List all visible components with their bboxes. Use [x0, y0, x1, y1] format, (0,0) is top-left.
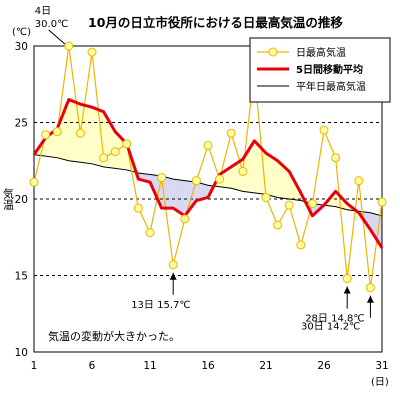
daily-max-point [110, 147, 120, 157]
annotation-arrowhead [343, 286, 351, 294]
annotation-label: 28日 14.8℃ [305, 314, 364, 325]
note-text: 気温の変動が大きかった。 [48, 329, 180, 343]
fill-below-normal [173, 179, 185, 216]
fill-below-normal [196, 182, 208, 201]
daily-max-point [64, 41, 74, 51]
legend-label: 日最高気温 [296, 46, 346, 59]
marker-layer [29, 41, 387, 293]
daily-max-point [215, 174, 225, 184]
fill-above-normal [266, 153, 278, 198]
daily-max-point [203, 140, 213, 150]
daily-max-point [75, 128, 85, 138]
x-tick-label: 31 [375, 360, 388, 372]
fill-above-normal [57, 99, 69, 161]
daily-max-point [145, 228, 155, 238]
daily-max-point [168, 260, 178, 270]
annotation-leader [48, 29, 66, 45]
chart-title: 10月の日立市役所における日最高気温の推移 [88, 15, 343, 30]
daily-max-point [99, 153, 109, 163]
daily-max-point [377, 197, 387, 207]
fill-above-normal [231, 159, 243, 192]
daily-max-point [365, 283, 375, 293]
daily-max-point [122, 139, 132, 149]
daily-max-point [41, 130, 51, 140]
y-unit-label: (℃) [12, 27, 31, 38]
daily-max-point [180, 214, 190, 224]
annotation-label: 30日 14.2℃ [301, 322, 360, 333]
daily-max-point [319, 125, 329, 135]
fill-above-normal [219, 166, 232, 189]
anomaly-fill-layer [34, 99, 382, 248]
daily-max-point [331, 153, 341, 163]
daily-max-point [226, 128, 236, 138]
fill-above-normal [80, 104, 92, 164]
legend-label: 平年日最高気温 [296, 80, 366, 93]
daily-max-point [342, 274, 352, 284]
normal-temp-line [33, 154, 383, 217]
x-tick-label: 6 [89, 360, 96, 372]
x-tick-label: 16 [201, 360, 215, 372]
y-tick-label: 30 [15, 41, 28, 53]
x-tick-label: 1 [31, 360, 38, 372]
daily-max-point [354, 176, 364, 186]
daily-max-point [191, 176, 201, 186]
daily-max-point [157, 173, 167, 183]
y-tick-label: 20 [15, 194, 28, 206]
daily-max-point [29, 177, 39, 187]
daily-max-point [261, 192, 271, 202]
x-tick-label: 21 [259, 360, 272, 372]
y-tick-label: 25 [15, 118, 28, 130]
daily-max-point [52, 127, 62, 137]
moving-average-line [32, 98, 384, 249]
annotation-arrowhead [366, 295, 374, 303]
daily-max-point [284, 200, 294, 210]
x-tick-label: 26 [317, 360, 331, 372]
daily-max-point [273, 220, 283, 230]
daily-max-point [87, 47, 97, 57]
fill-above-normal [254, 140, 266, 195]
daily-max-point [296, 240, 306, 250]
y-tick-label: 10 [15, 347, 28, 359]
y-tick-label: 15 [15, 271, 28, 283]
legend-label: 5日間移動平均 [296, 63, 363, 76]
daily-max-point [133, 203, 143, 213]
annotation-label: 30.0℃ [35, 19, 69, 30]
annotation-label: 4日 [35, 6, 51, 17]
y-axis-label: 気温 [2, 187, 15, 210]
x-tick-label: 11 [143, 360, 156, 372]
daily-max-point [238, 166, 248, 176]
fill-above-normal [242, 140, 255, 193]
annotation-label: 13日 15.7℃ [131, 300, 190, 311]
annotation-arrowhead [169, 272, 177, 280]
daily-max-point [307, 199, 317, 209]
legend-marker [268, 47, 278, 57]
x-unit-label: (日) [371, 377, 389, 388]
